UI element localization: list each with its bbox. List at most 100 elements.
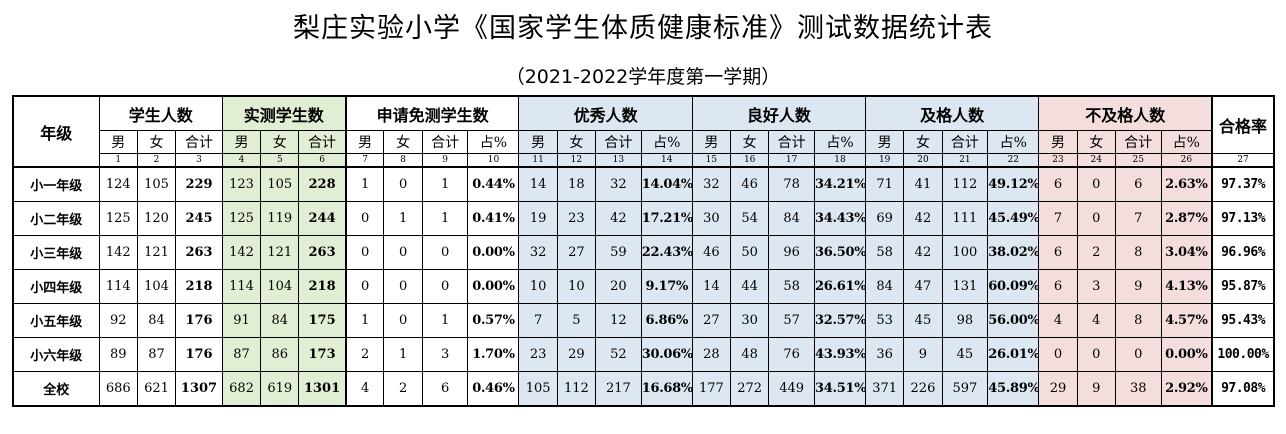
data-cell: 176 [175,303,223,338]
data-cell: 26.01% [987,337,1040,372]
data-cell: 125 [221,201,262,236]
column-number: 17 [768,153,815,168]
grade-cell: 小一年级 [11,166,100,202]
data-cell: 686 [98,371,138,407]
column-number: 25 [1114,153,1162,168]
data-cell: 619 [260,371,300,407]
sub-header: 占% [813,130,867,154]
data-cell: 52 [595,337,642,372]
sub-header: 合计 [421,130,469,154]
data-cell: 0 [383,235,423,270]
pass-rate-cell: 97.37% [1211,166,1275,202]
data-cell: 46 [691,235,732,270]
column-number: 11 [518,153,558,168]
sub-header: 占% [640,130,693,154]
data-cell: 84 [865,269,905,304]
pass-rate-cell: 95.43% [1211,303,1275,338]
data-cell: 23 [518,337,558,372]
data-cell: 1 [383,201,423,236]
data-cell: 0 [1038,337,1078,372]
column-number: 24 [1076,153,1116,168]
group-header: 学生人数 [98,95,223,131]
data-cell: 50 [730,235,770,270]
data-cell: 226 [903,371,943,407]
data-cell: 0.44% [467,166,520,202]
data-cell: 0 [1076,201,1116,236]
pass-rate-cell: 100.00% [1211,337,1275,372]
data-cell: 69 [865,201,905,236]
data-cell: 0 [344,235,385,270]
data-cell: 104 [136,269,177,304]
data-cell: 6.86% [640,303,693,338]
data-cell: 2.92% [1160,371,1214,407]
data-cell: 173 [298,337,347,372]
pass-rate-header: 合格率 [1211,95,1275,154]
data-cell: 0 [383,166,423,202]
page-subtitle: （2021-2022学年度第一学期） [505,66,781,88]
data-cell: 449 [768,371,815,407]
data-cell: 14 [518,166,558,202]
data-cell: 114 [221,269,262,304]
data-cell: 9 [903,337,943,372]
data-cell: 7 [518,303,558,338]
data-cell: 111 [941,201,989,236]
data-cell: 0.00% [467,235,520,270]
data-cell: 27 [556,235,597,270]
data-cell: 120 [136,201,177,236]
data-cell: 45 [941,337,989,372]
sub-header: 女 [556,130,597,154]
data-cell: 229 [175,166,223,202]
pass-rate-cell: 95.87% [1211,269,1275,304]
data-cell: 58 [865,235,905,270]
data-cell: 3.04% [1160,235,1214,270]
grade-cell: 全校 [11,371,100,407]
column-number: 14 [640,153,693,168]
data-cell: 10 [518,269,558,304]
statistics-table: 年级 学生人数 实测学生数 申请免测学生数 优秀人数 良好人数 及格人数 不及格人数 合格率男女… [11,95,1275,407]
data-cell: 6 [1114,166,1162,202]
data-cell: 0 [383,303,423,338]
data-cell: 19 [518,201,558,236]
column-number: 2 [136,153,177,168]
data-cell: 98 [941,303,989,338]
data-cell: 6 [1038,235,1078,270]
table-row: 小六年级 89 87 176 87 86 173 2 1 3 1.70% 23 29 52 30.06% 28… [11,337,1275,372]
data-cell: 34.43% [813,201,867,236]
data-cell: 0.57% [467,303,520,338]
data-cell: 36 [865,337,905,372]
data-cell: 0 [1114,337,1162,372]
data-cell: 597 [941,371,989,407]
column-number: 8 [383,153,423,168]
sub-header: 占% [1160,130,1214,154]
data-cell: 17.21% [640,201,693,236]
data-cell: 4.57% [1160,303,1214,338]
data-cell: 2 [344,337,385,372]
data-cell: 34.51% [813,371,867,407]
sub-header: 男 [518,130,558,154]
data-cell: 2 [383,371,423,407]
grade-cell: 小三年级 [11,235,100,270]
data-cell: 43.93% [813,337,867,372]
data-cell: 71 [865,166,905,202]
data-cell: 29 [1038,371,1078,407]
column-number: 4 [221,153,262,168]
column-number: 1 [98,153,138,168]
data-cell: 10 [556,269,597,304]
data-cell: 0.00% [467,269,520,304]
data-cell: 3 [421,337,469,372]
data-cell: 7 [1038,201,1078,236]
column-number: 6 [298,153,347,168]
data-cell: 49.12% [987,166,1040,202]
grade-header: 年级 [11,95,100,168]
data-cell: 112 [941,166,989,202]
data-cell: 30 [730,303,770,338]
data-cell: 0 [344,269,385,304]
data-cell: 371 [865,371,905,407]
data-cell: 27 [691,303,732,338]
data-cell: 621 [136,371,177,407]
group-header: 良好人数 [691,95,867,131]
data-cell: 119 [260,201,300,236]
group-header: 优秀人数 [518,95,693,131]
data-cell: 176 [175,337,223,372]
data-cell: 121 [260,235,300,270]
